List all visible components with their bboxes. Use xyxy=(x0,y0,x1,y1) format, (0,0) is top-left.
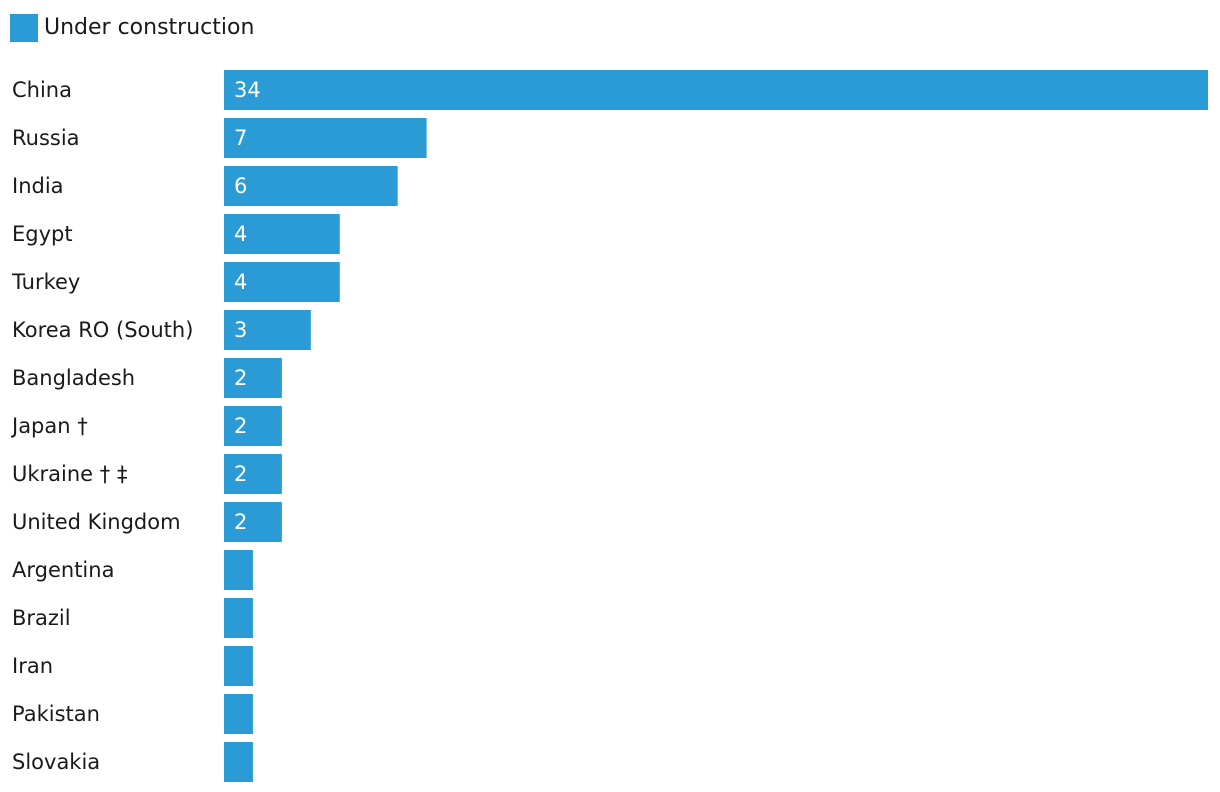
bar-value-label: 4 xyxy=(234,270,247,294)
bar xyxy=(224,214,340,254)
bar-value-label: 2 xyxy=(234,510,247,534)
bar xyxy=(224,166,398,206)
bar-value-label: 3 xyxy=(234,318,247,342)
bar-value-label: 4 xyxy=(234,222,247,246)
bar xyxy=(224,694,253,734)
category-label: Japan † xyxy=(10,414,88,438)
bar xyxy=(224,454,282,494)
category-label: Argentina xyxy=(12,558,114,582)
bar-value-label: 2 xyxy=(234,414,247,438)
bar-value-label: 2 xyxy=(234,462,247,486)
bar xyxy=(224,358,282,398)
category-label: Korea RO (South) xyxy=(12,318,193,342)
bar xyxy=(224,118,427,158)
category-label: Bangladesh xyxy=(12,366,135,390)
category-label: Brazil xyxy=(12,606,71,630)
category-label: India xyxy=(12,174,64,198)
bar-value-label: 2 xyxy=(234,366,247,390)
category-label: Russia xyxy=(12,126,80,150)
bar xyxy=(224,550,253,590)
bar xyxy=(224,70,1208,110)
bar xyxy=(224,262,340,302)
category-label: Egypt xyxy=(12,222,73,246)
category-label: Iran xyxy=(12,654,53,678)
category-label: Turkey xyxy=(11,270,80,294)
bar xyxy=(224,406,282,446)
legend: Under construction xyxy=(10,14,254,42)
category-label: Slovakia xyxy=(12,750,100,774)
bar-value-label: 6 xyxy=(234,174,247,198)
category-label: Pakistan xyxy=(12,702,100,726)
bar xyxy=(224,742,253,782)
category-label: United Kingdom xyxy=(12,510,181,534)
legend-swatch xyxy=(10,14,38,42)
category-label: Ukraine † ‡ xyxy=(12,462,127,486)
bar xyxy=(224,598,253,638)
bar-value-label: 7 xyxy=(234,126,247,150)
category-label: China xyxy=(12,78,72,102)
bar xyxy=(224,646,253,686)
bar xyxy=(224,310,311,350)
bar-value-label: 34 xyxy=(234,78,261,102)
legend-label: Under construction xyxy=(44,15,255,40)
bar xyxy=(224,502,282,542)
